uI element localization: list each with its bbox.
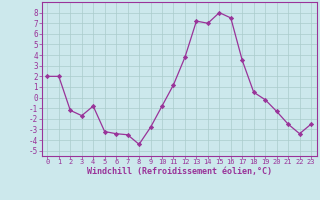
X-axis label: Windchill (Refroidissement éolien,°C): Windchill (Refroidissement éolien,°C) <box>87 167 272 176</box>
